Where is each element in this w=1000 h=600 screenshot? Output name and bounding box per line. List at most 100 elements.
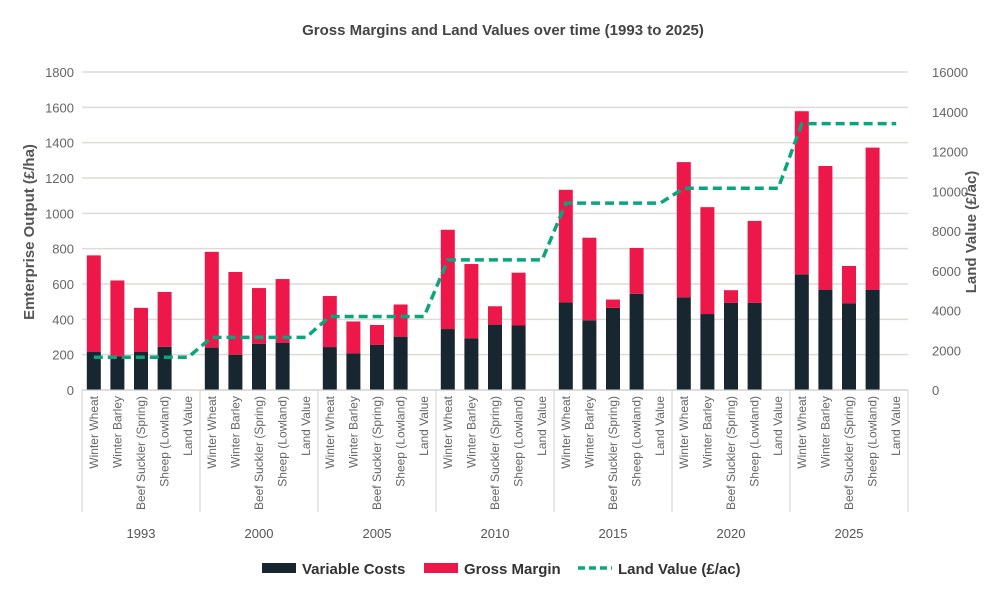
bar-gross-margin [818, 165, 833, 290]
y2-tick-label: 8000 [932, 224, 961, 239]
legend-label: Land Value (£/ac) [618, 561, 741, 578]
y-tick-label: 1600 [45, 100, 74, 115]
bar-variable-costs [110, 356, 125, 390]
category-label: Beef Suckler (Spring) [252, 396, 266, 510]
bar-gross-margin [110, 280, 125, 357]
bar-gross-margin [157, 291, 172, 347]
group-label: 2020 [717, 526, 746, 541]
y-axis-right: 0 2000 4000 6000 8000 10000 12000 14000 16000 [932, 65, 968, 398]
bar-gross-margin [582, 237, 597, 321]
y-axis-left: 0 200 400 600 800 1000 1200 1400 1600 1800 [45, 65, 74, 398]
category-label: Winter Wheat [441, 395, 455, 468]
bars [86, 111, 880, 390]
bar-gross-margin [322, 296, 337, 348]
category-label: Land Value [181, 396, 195, 456]
bar-gross-margin [228, 271, 243, 355]
bar-gross-margin [134, 307, 148, 353]
bar-gross-margin [606, 299, 620, 308]
bar-variable-costs [558, 302, 573, 390]
bar-variable-costs [252, 343, 266, 390]
bar-gross-margin [865, 147, 880, 290]
y2-tick-label: 16000 [932, 65, 968, 80]
category-label: Winter Wheat [323, 395, 337, 468]
bar-variable-costs [440, 329, 455, 390]
bar-gross-margin [393, 304, 408, 337]
category-label: Winter Barley [700, 396, 714, 468]
bar-variable-costs [582, 320, 597, 390]
category-label: Sheep (Lowland) [394, 396, 408, 487]
bar-variable-costs [204, 347, 219, 390]
bar-variable-costs [393, 336, 408, 390]
category-label: Winter Wheat [677, 395, 691, 468]
y2-tick-label: 0 [932, 383, 939, 398]
category-label: Winter Wheat [559, 395, 573, 468]
y2-tick-label: 10000 [932, 184, 968, 199]
legend-swatch [262, 563, 296, 573]
y2-tick-label: 12000 [932, 145, 968, 160]
bar-variable-costs [322, 347, 337, 390]
bar-variable-costs [629, 293, 644, 390]
bar-variable-costs [228, 354, 243, 390]
group-label: 2000 [245, 526, 274, 541]
bar-gross-margin [370, 324, 384, 345]
bar-variable-costs [724, 302, 738, 390]
bar-gross-margin [252, 288, 266, 344]
category-label: Beef Suckler (Spring) [134, 396, 148, 510]
group-label: 2010 [481, 526, 510, 541]
category-label: Sheep (Lowland) [512, 396, 526, 487]
category-label: Beef Suckler (Spring) [488, 396, 502, 510]
bar-gross-margin [511, 272, 526, 326]
category-label: Winter Barley [818, 396, 832, 468]
bar-gross-margin [275, 279, 290, 343]
bar-variable-costs [488, 324, 502, 390]
category-label: Winter Barley [228, 396, 242, 468]
bar-gross-margin [86, 255, 101, 353]
bar-gross-margin [558, 189, 573, 303]
bar-gross-margin [204, 251, 219, 348]
y-tick-label: 0 [67, 383, 74, 398]
bar-variable-costs [747, 302, 762, 390]
land-value-series [93, 121, 897, 359]
y-tick-label: 600 [52, 277, 74, 292]
y-tick-label: 1000 [45, 206, 74, 221]
category-label: Land Value [771, 396, 785, 456]
bar-gross-margin [842, 265, 856, 304]
category-label: Beef Suckler (Spring) [842, 396, 856, 510]
category-label: Beef Suckler (Spring) [724, 396, 738, 510]
bar-variable-costs [275, 342, 290, 390]
bar-variable-costs [818, 289, 833, 390]
chart-title: Gross Margins and Land Values over time … [302, 22, 704, 39]
category-label: Winter Wheat [795, 395, 809, 468]
y2-axis-title: Land Value (£/ac) [963, 171, 980, 294]
category-label: Sheep (Lowland) [866, 396, 880, 487]
category-label: Winter Barley [464, 396, 478, 468]
y2-tick-label: 4000 [932, 304, 961, 319]
category-label: Winter Wheat [205, 395, 219, 468]
legend: Variable Costs Gross Margin Land Value (£/… [262, 561, 741, 578]
bar-gross-margin [724, 290, 738, 303]
category-label: Sheep (Lowland) [276, 396, 290, 487]
gridlines [82, 71, 908, 391]
bar-gross-margin [346, 321, 361, 354]
legend-label: Variable Costs [302, 561, 405, 578]
category-label: Winter Barley [346, 396, 360, 468]
category-label: Land Value [889, 396, 903, 456]
bar-variable-costs [865, 289, 880, 390]
bar-gross-margin [700, 207, 715, 315]
legend-label: Gross Margin [464, 561, 561, 578]
category-label: Sheep (Lowland) [748, 396, 762, 487]
y-tick-label: 1800 [45, 65, 74, 80]
bar-gross-margin [440, 229, 455, 330]
y2-tick-label: 2000 [932, 343, 961, 358]
legend-swatch [424, 563, 458, 573]
bar-gross-margin [464, 264, 479, 339]
category-label: Land Value [417, 396, 431, 456]
x-axis: Winter Wheat Winter Barley Beef Suckler (S… [81, 389, 909, 541]
y2-tick-label: 14000 [932, 105, 968, 120]
bar-variable-costs [464, 338, 479, 390]
y-tick-label: 1400 [45, 136, 74, 151]
group-label: 2015 [599, 526, 628, 541]
y2-tick-label: 6000 [932, 264, 961, 279]
bar-gross-margin [676, 162, 691, 298]
category-label: Sheep (Lowland) [630, 396, 644, 487]
